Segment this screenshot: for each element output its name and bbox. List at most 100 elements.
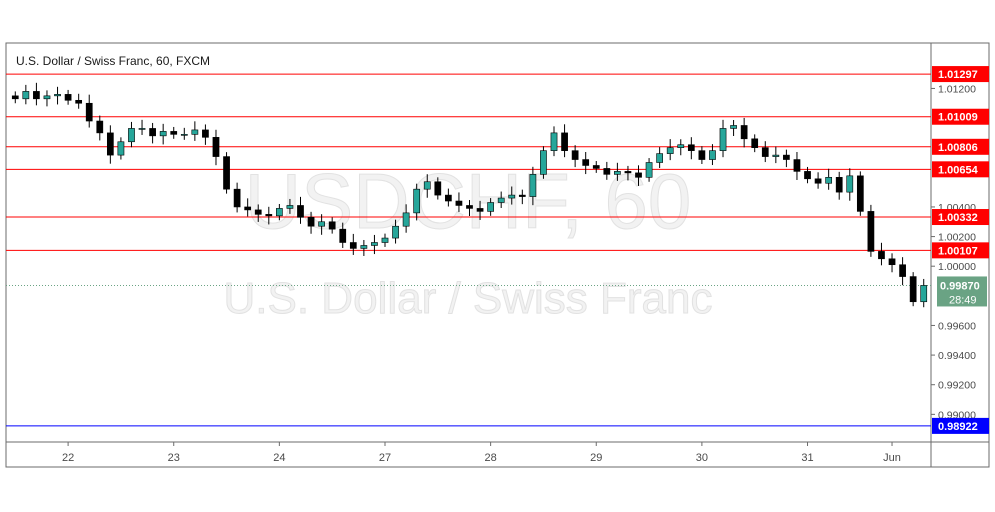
candle-body[interactable] — [54, 94, 61, 97]
candle-body[interactable] — [888, 258, 896, 266]
candle-body[interactable] — [825, 177, 833, 184]
candle-body[interactable] — [666, 147, 674, 154]
candle-body[interactable] — [191, 129, 199, 135]
candle-body[interactable] — [254, 209, 262, 215]
horizontal-levels[interactable] — [6, 73, 931, 427]
candles[interactable] — [11, 82, 928, 308]
candle-body[interactable] — [392, 225, 399, 239]
candle-body[interactable] — [286, 205, 294, 209]
candle-body[interactable] — [360, 245, 368, 249]
y-tick-label: 0.99200 — [938, 380, 976, 392]
candle-body[interactable] — [487, 202, 494, 212]
level-label-bg — [932, 209, 989, 226]
level-label: 0.98922 — [938, 421, 978, 433]
candle-body[interactable] — [814, 178, 822, 184]
candle-body[interactable] — [64, 94, 72, 101]
candle-body[interactable] — [275, 208, 283, 217]
candle-body[interactable] — [434, 181, 442, 196]
candle-body[interactable] — [149, 128, 156, 137]
candle-body[interactable] — [328, 221, 336, 230]
time-axis[interactable]: 22 23 24 27 28 29 30 31 Jun — [62, 442, 901, 464]
candle-body[interactable] — [550, 132, 558, 151]
candle-body[interactable] — [381, 237, 389, 243]
candle-body[interactable] — [11, 95, 19, 100]
candle-body[interactable] — [423, 181, 431, 190]
candle-body[interactable] — [159, 131, 167, 137]
candle-body[interactable] — [709, 150, 716, 160]
candle-body[interactable] — [740, 125, 748, 140]
level-label-bg — [932, 161, 989, 178]
candle-body[interactable] — [466, 205, 473, 209]
candle-body[interactable] — [106, 132, 114, 156]
candle-body[interactable] — [529, 174, 537, 197]
candle-body[interactable] — [677, 144, 685, 148]
candle-body[interactable] — [180, 134, 188, 136]
candle-body[interactable] — [244, 206, 252, 211]
candle-body[interactable] — [614, 171, 621, 175]
candle-body[interactable] — [233, 188, 241, 208]
candle-body[interactable] — [920, 285, 928, 303]
candle-body[interactable] — [856, 175, 864, 212]
candle-body[interactable] — [804, 171, 811, 180]
candle-body[interactable] — [402, 212, 410, 227]
candle-body[interactable] — [624, 171, 632, 174]
candle-body[interactable] — [85, 102, 93, 122]
candle-body[interactable] — [508, 194, 516, 199]
candle-body[interactable] — [783, 154, 790, 160]
candle-body[interactable] — [846, 175, 854, 193]
candle-body[interactable] — [265, 214, 273, 217]
current-price-label-bg — [937, 276, 987, 307]
candle-body[interactable] — [540, 150, 547, 175]
candle-body[interactable] — [730, 125, 737, 129]
watermark-name: U.S. Dollar / Swiss Franc — [224, 274, 713, 323]
candle-body[interactable] — [719, 128, 727, 151]
candle-body[interactable] — [793, 159, 801, 172]
candle-body[interactable] — [698, 150, 706, 160]
candle-body[interactable] — [455, 200, 463, 206]
candle-body[interactable] — [518, 194, 526, 197]
candle-body[interactable] — [751, 138, 759, 148]
candle-body[interactable] — [909, 276, 917, 303]
candle-body[interactable] — [899, 264, 906, 277]
candle-body[interactable] — [371, 242, 378, 246]
candle-body[interactable] — [476, 208, 484, 212]
candle-body[interactable] — [349, 242, 357, 249]
candle-body[interactable] — [339, 228, 347, 243]
candle-body[interactable] — [592, 165, 600, 169]
candle-body[interactable] — [561, 132, 568, 151]
candle-body[interactable] — [761, 147, 769, 157]
candle-body[interactable] — [43, 95, 51, 100]
candle-body[interactable] — [835, 177, 843, 193]
candle-body[interactable] — [170, 131, 178, 135]
candle-body[interactable] — [128, 128, 135, 143]
candle-body[interactable] — [878, 251, 885, 260]
candle-body[interactable] — [571, 150, 579, 160]
candle-body[interactable] — [603, 168, 611, 175]
candle-body[interactable] — [445, 194, 452, 202]
level-label: 1.00332 — [938, 212, 978, 224]
candle-body[interactable] — [307, 217, 315, 227]
candle-body[interactable] — [297, 205, 304, 218]
candle-body[interactable] — [223, 156, 230, 190]
candle-body[interactable] — [582, 159, 590, 166]
candle-body[interactable] — [117, 141, 125, 156]
candle-body[interactable] — [497, 197, 505, 203]
level-label-bg — [932, 66, 989, 83]
candle-body[interactable] — [687, 144, 695, 151]
candle-body[interactable] — [96, 120, 104, 134]
candle-body[interactable] — [318, 221, 325, 227]
candle-body[interactable] — [22, 91, 30, 100]
candle-body[interactable] — [413, 188, 421, 214]
candle-body[interactable] — [772, 154, 780, 157]
candle-body[interactable] — [867, 211, 875, 252]
candle-body[interactable] — [202, 129, 209, 138]
candle-body[interactable] — [75, 99, 83, 104]
candle-body[interactable] — [656, 153, 664, 163]
candle-body[interactable] — [212, 137, 220, 157]
candle-body[interactable] — [635, 172, 642, 178]
candle-body[interactable] — [645, 162, 653, 178]
candle-body[interactable] — [138, 128, 146, 130]
candle-body[interactable] — [33, 91, 40, 100]
